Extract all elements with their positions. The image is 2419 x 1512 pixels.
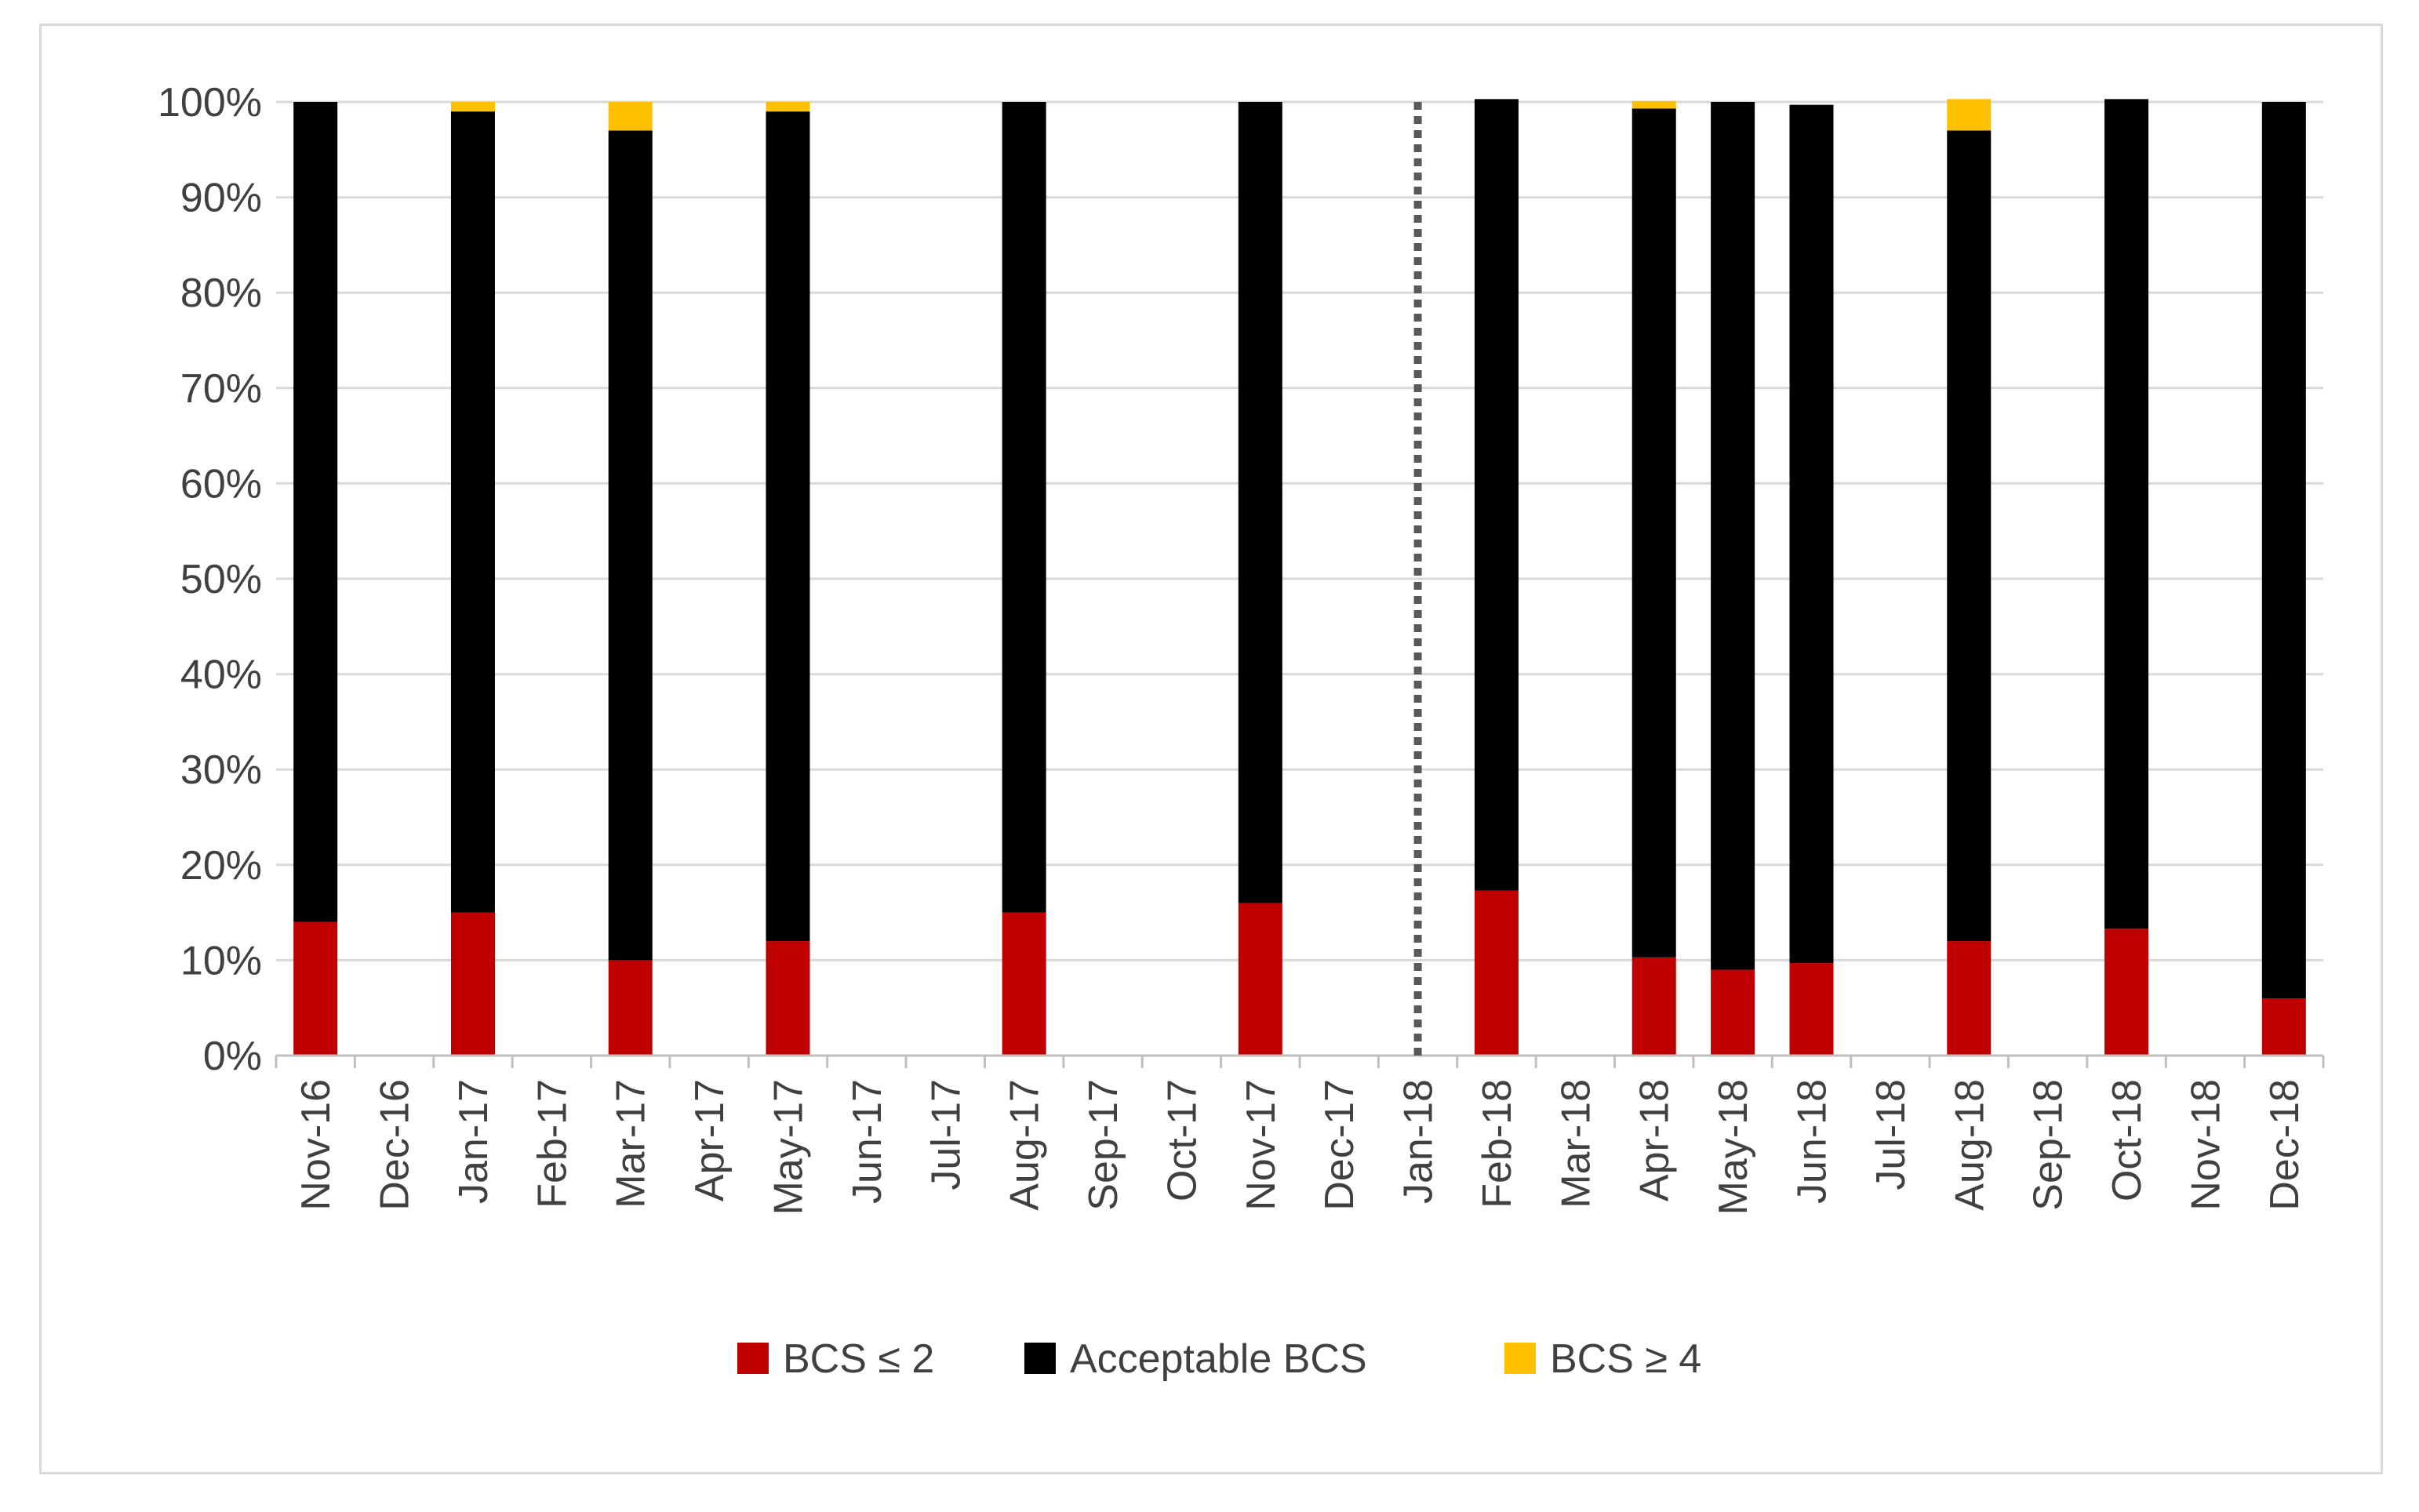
bar-segment-low-bcs [2104,929,2149,1056]
bar-segment-low-bcs [1474,890,1519,1056]
legend-swatch [1024,1343,1056,1374]
y-tick-label: 50% [180,557,262,602]
bar-segment-low-bcs [1002,912,1046,1056]
bar-segment-low-bcs [608,960,653,1056]
y-tick-labels: 0% 10% 20% 30% 40% 50% 60% 70% 80% 90% 100% [158,80,262,1079]
legend-label: BCS ≤ 2 [783,1336,934,1382]
bar-segment-acceptable-bcs [293,102,338,922]
x-tick-label: Dec-18 [2262,1079,2308,1211]
y-tick-label: 70% [180,366,262,412]
legend: BCS ≤ 2 Acceptable BCS BCS ≥ 4 [737,1336,1701,1382]
bars [293,99,2306,1056]
bar-segment-low-bcs [1947,941,1992,1056]
bar-segment-acceptable-bcs [1947,130,1992,942]
bar-segment-acceptable-bcs [2104,99,2149,929]
chart-frame [39,24,2383,1474]
x-tick-label: Sep-17 [1081,1079,1126,1211]
y-tick-label: 100% [158,80,262,125]
bar-segment-low-bcs [2261,998,2306,1056]
bar-segment-low-bcs [1631,957,1676,1056]
y-tick-label: 10% [180,938,262,983]
bar-segment-acceptable-bcs [1631,108,1676,958]
x-tick-label: Nov-18 [2183,1079,2228,1211]
y-tick-label: 0% [203,1034,262,1079]
bar-segment-low-bcs [1238,903,1282,1056]
bar-segment-acceptable-bcs [1789,104,1834,964]
x-tick-label: Jul-17 [923,1079,969,1190]
y-tick-label: 60% [180,461,262,507]
bar-segment-acceptable-bcs [608,130,653,961]
bar-segment-low-bcs [1789,963,1834,1056]
y-tick-label: 40% [180,652,262,698]
x-tick-label: May-18 [1711,1079,1756,1215]
y-tick-label: 80% [180,271,262,316]
bar-segment-low-bcs [766,941,810,1056]
bar-segment-high-bcs [1947,99,1992,131]
x-tick-label: Mar-17 [609,1079,654,1209]
bar-segment-high-bcs [766,102,810,112]
x-tick-label: Apr-18 [1632,1079,1678,1201]
x-tick-label: May-17 [766,1079,812,1215]
bar-segment-acceptable-bcs [2261,102,2306,999]
x-tick-label: Jan-17 [451,1079,497,1204]
bar-segment-low-bcs [450,912,495,1056]
bar-segment-high-bcs [1631,100,1676,109]
bar-segment-acceptable-bcs [1002,102,1046,913]
x-tick-label: Jun-17 [845,1079,890,1204]
x-tick-labels: Nov-16 Dec-16 Jan-17 Feb-17 Mar-17 Apr-17 May-… [293,1079,2308,1215]
bar-segment-low-bcs [1711,969,1755,1056]
bar-segment-acceptable-bcs [1711,102,1755,970]
axes [275,1054,2325,1068]
x-tick-label: Feb-17 [529,1079,575,1209]
x-tick-label: Nov-17 [1239,1079,1284,1211]
x-tick-label: Aug-17 [1002,1079,1048,1211]
x-tick-label: Apr-17 [687,1079,733,1201]
legend-swatch [1504,1343,1536,1374]
bar-segment-acceptable-bcs [766,111,810,942]
legend-label: BCS ≥ 4 [1550,1336,1701,1382]
bar-segment-high-bcs [450,102,495,112]
x-tick-label: Dec-17 [1317,1079,1362,1211]
y-tick-label: 20% [180,843,262,889]
x-tick-label: Nov-16 [293,1079,339,1211]
gridlines [276,100,2323,961]
bar-segment-acceptable-bcs [1238,102,1282,903]
x-tick-label: Dec-16 [373,1079,418,1211]
x-tick-label: Jul-18 [1868,1079,1914,1190]
x-tick-label: Aug-18 [1947,1079,1992,1211]
x-tick-label: Mar-18 [1553,1079,1599,1209]
y-tick-label: 30% [180,747,262,793]
x-tick-label: Jan-18 [1396,1079,1442,1204]
legend-swatch [737,1343,769,1374]
bar-segment-acceptable-bcs [450,111,495,913]
x-tick-label: Jun-18 [1790,1079,1835,1204]
legend-label: Acceptable BCS [1070,1336,1367,1382]
bar-segment-low-bcs [293,921,338,1056]
y-tick-label: 90% [180,176,262,221]
x-tick-label: Feb-18 [1475,1079,1520,1209]
x-tick-label: Oct-18 [2104,1079,2150,1201]
bar-segment-acceptable-bcs [1474,99,1519,891]
bar-segment-high-bcs [608,102,653,131]
x-tick-label: Oct-17 [1159,1079,1205,1201]
x-tick-label: Sep-18 [2026,1079,2072,1211]
